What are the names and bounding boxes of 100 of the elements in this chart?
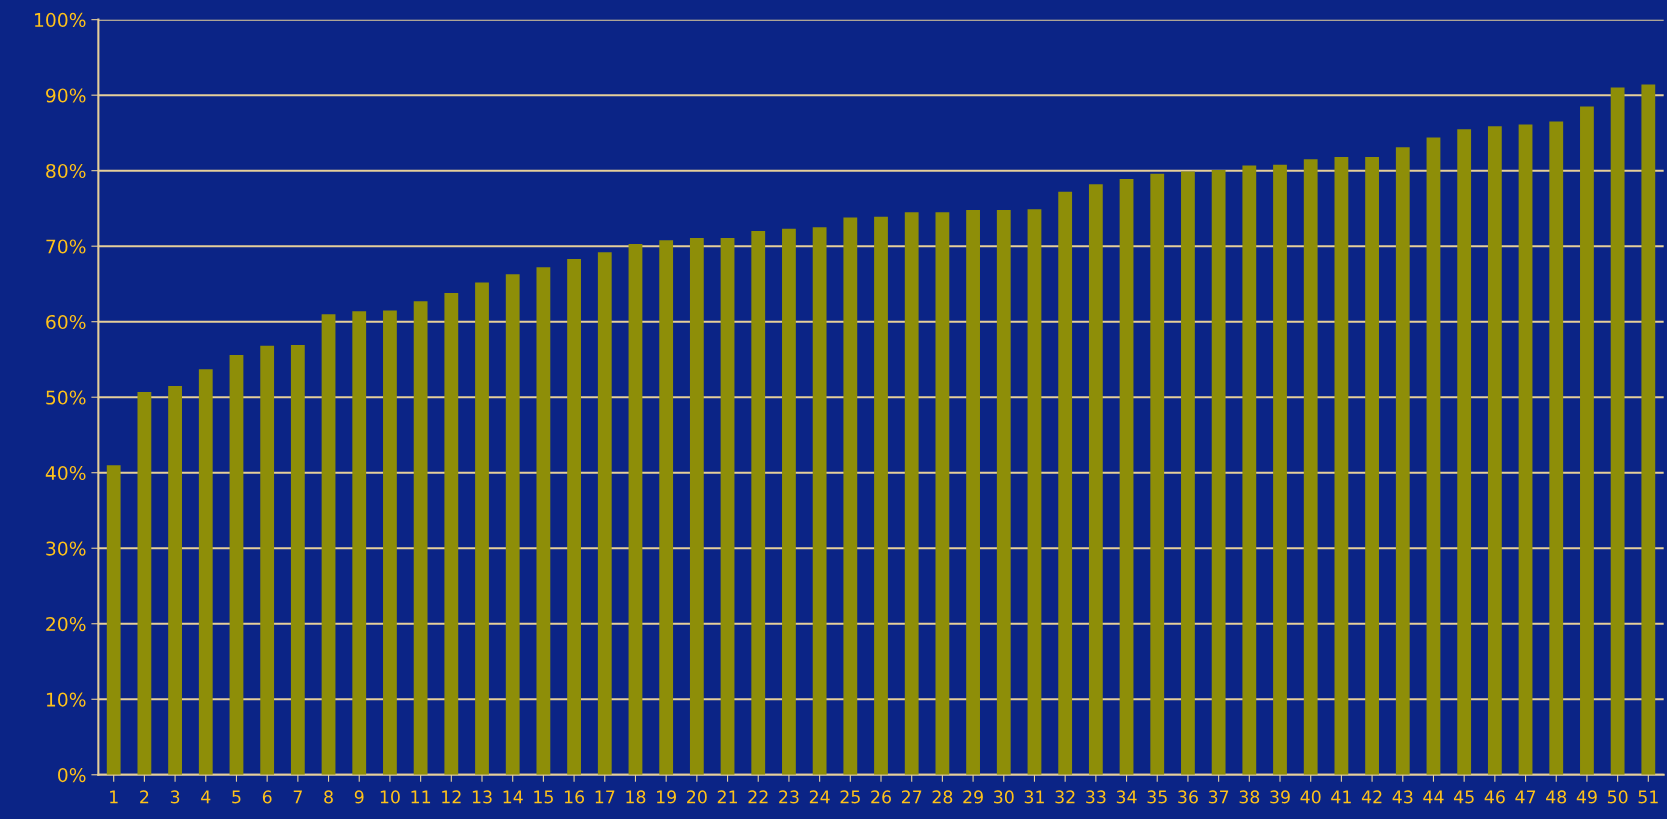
x-tick-label: 1 (110, 790, 118, 804)
bar (290, 345, 305, 775)
x-tick-label: 16 (564, 790, 585, 804)
x-tick-label: 14 (503, 790, 523, 804)
bar (1518, 124, 1533, 775)
x-tick-label: 49 (1576, 790, 1597, 804)
x-tick-label: 33 (1086, 790, 1106, 804)
bar (413, 301, 428, 775)
x-tick-label: 19 (657, 790, 676, 804)
bar (1334, 157, 1349, 775)
bar (628, 243, 643, 775)
y-tick-label: 90% (46, 88, 86, 103)
x-tick-label: 39 (1270, 790, 1290, 804)
x-tick-label: 40 (1300, 790, 1321, 804)
x-tick-label: 10 (380, 790, 400, 804)
bar (843, 217, 858, 775)
x-tick-label: 26 (871, 790, 891, 804)
bar (1211, 169, 1226, 775)
y-tick-label: 100% (35, 12, 86, 28)
x-tick-label: 24 (809, 790, 830, 804)
x-tick-label: 51 (1638, 790, 1658, 804)
x-tick-label: 22 (748, 790, 768, 804)
bar (1303, 159, 1318, 775)
x-tick-label: 2 (140, 790, 149, 804)
bar (1181, 171, 1195, 775)
x-tick-label: 9 (354, 790, 364, 804)
x-tick-label: 23 (779, 790, 799, 804)
x-tick-label: 44 (1423, 790, 1444, 804)
x-tick-label: 17 (595, 790, 615, 804)
x-tick-label: 4 (201, 790, 211, 804)
bar (137, 391, 152, 775)
bar (935, 212, 950, 775)
x-tick-label: 38 (1239, 790, 1260, 804)
bar (321, 314, 336, 775)
bar (1242, 165, 1257, 775)
bar (874, 216, 888, 775)
y-tick-label: 80% (46, 163, 86, 179)
bar (597, 252, 612, 775)
x-tick-label: 34 (1116, 790, 1137, 804)
x-tick-label: 28 (932, 790, 953, 804)
x-tick-label: 41 (1331, 790, 1351, 804)
x-tick-label: 20 (687, 790, 707, 804)
bar (1457, 129, 1472, 775)
y-tick-label: 20% (46, 616, 86, 632)
bar (567, 259, 581, 775)
bar (689, 237, 704, 775)
x-tick-label: 36 (1178, 790, 1198, 804)
x-tick-label: 15 (534, 790, 553, 804)
x-tick-label: 29 (963, 790, 983, 804)
bar (966, 209, 980, 775)
bar (1150, 173, 1165, 775)
bar (1610, 87, 1625, 775)
y-tick-label: 60% (46, 314, 86, 330)
x-tick-label: 18 (626, 790, 646, 804)
y-tick-label: 30% (46, 541, 86, 556)
y-tick-label: 40% (45, 465, 86, 481)
bar (536, 267, 551, 775)
x-tick-label: 37 (1208, 790, 1229, 804)
bar (198, 369, 213, 775)
x-tick-label: 21 (717, 790, 737, 804)
bar (751, 231, 766, 775)
bar (904, 212, 919, 775)
x-tick-label: 32 (1055, 790, 1075, 804)
bar (1580, 106, 1594, 775)
x-tick-label: 11 (411, 790, 431, 804)
bar (1365, 157, 1379, 775)
bar (782, 228, 796, 775)
x-tick-label: 5 (232, 790, 241, 804)
bar (1641, 84, 1656, 775)
bar (444, 293, 459, 775)
bar (229, 354, 244, 775)
bar (352, 311, 367, 775)
bar (1273, 164, 1287, 775)
y-tick-label: 50% (46, 390, 86, 405)
bar (1395, 147, 1410, 775)
bar (659, 240, 674, 775)
x-tick-label: 50 (1607, 790, 1628, 804)
x-tick-label: 35 (1147, 790, 1167, 804)
bar (260, 345, 275, 775)
bar (720, 237, 735, 775)
x-tick-label: 13 (472, 790, 492, 804)
y-tick-label: 0% (58, 767, 86, 783)
x-tick-label: 27 (901, 790, 922, 804)
x-tick-label: 47 (1515, 790, 1536, 804)
x-tick-label: 43 (1392, 790, 1413, 804)
bar (475, 282, 489, 775)
x-tick-label: 3 (170, 790, 180, 804)
bar (168, 385, 182, 775)
x-tick-label: 12 (442, 790, 461, 804)
bar (505, 274, 520, 775)
x-tick-label: 31 (1024, 790, 1044, 804)
x-tick-label: 25 (840, 790, 860, 804)
bar (996, 209, 1011, 775)
y-tick-label: 70% (46, 239, 86, 254)
x-tick-label: 30 (994, 790, 1014, 804)
bar (1027, 209, 1042, 775)
x-tick-label: 42 (1361, 790, 1382, 804)
bar (1487, 126, 1502, 775)
x-tick-label: 7 (293, 790, 302, 804)
x-tick-label: 48 (1546, 790, 1567, 804)
